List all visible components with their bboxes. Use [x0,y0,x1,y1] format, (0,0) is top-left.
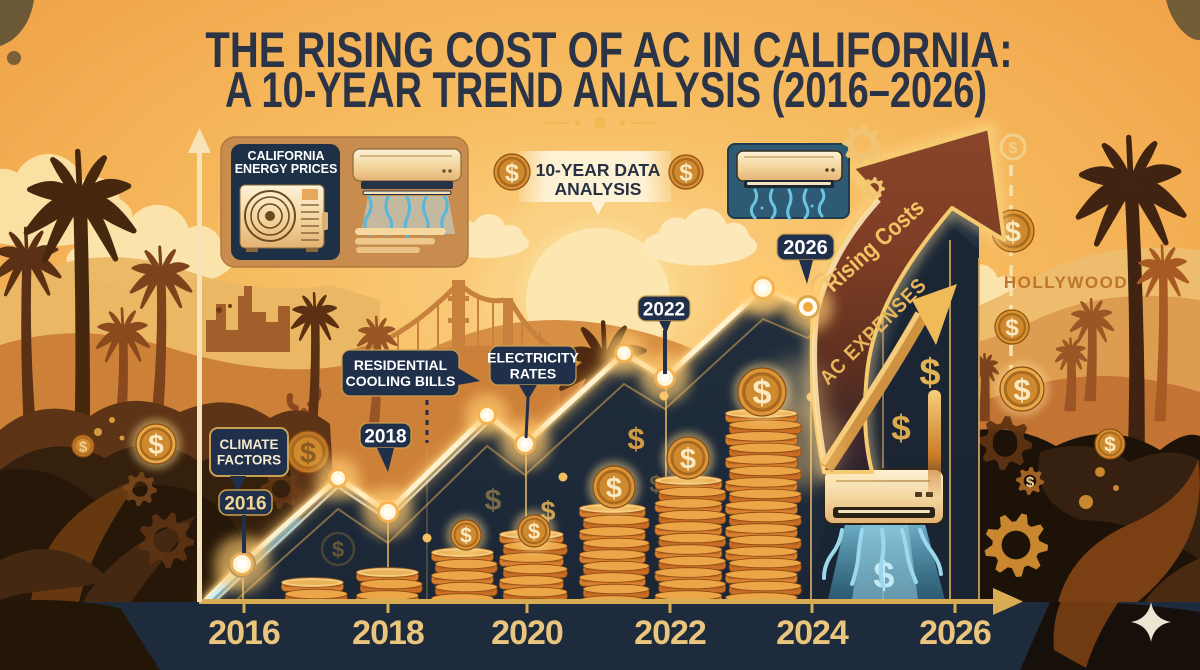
svg-text:10-YEAR DATA: 10-YEAR DATA [536,160,661,180]
svg-text:$: $ [300,438,316,470]
svg-text:$: $ [1026,474,1035,491]
svg-text:$: $ [528,519,540,544]
svg-text:$: $ [460,525,472,548]
svg-text:2020: 2020 [491,614,563,652]
svg-text:$: $ [485,484,502,517]
svg-text:$: $ [679,160,693,187]
svg-text:$: $ [79,439,88,456]
svg-text:COOLING BILLS: COOLING BILLS [346,373,456,389]
svg-text:$: $ [873,555,894,597]
svg-text:2018: 2018 [352,614,424,652]
svg-text:$: $ [148,429,164,460]
svg-text:$: $ [1009,140,1018,157]
svg-text:$: $ [627,421,644,456]
svg-text:RATES: RATES [510,366,556,382]
svg-text:$: $ [606,473,622,505]
svg-text:CALIFORNIA: CALIFORNIA [247,149,324,163]
svg-text:ELECTRICITY: ELECTRICITY [487,350,579,366]
svg-text:$: $ [753,374,772,412]
svg-text:2016: 2016 [208,614,280,652]
svg-text:$: $ [891,409,910,448]
svg-text:2022: 2022 [643,299,685,320]
svg-text:2018: 2018 [364,426,406,447]
svg-text:HOLLYWOOD: HOLLYWOOD [1004,273,1128,292]
svg-text:$: $ [1104,434,1116,457]
svg-text:$: $ [919,352,940,394]
svg-text:$: $ [1013,372,1030,407]
svg-text:2016: 2016 [224,493,266,514]
svg-text:2024: 2024 [776,614,849,652]
svg-text:THE RISING COST OF AC IN CALIF: THE RISING COST OF AC IN CALIFORNIA: [205,22,1012,78]
svg-text:2022: 2022 [634,614,706,652]
svg-text:FACTORS: FACTORS [217,453,281,468]
svg-text:$: $ [1005,315,1019,342]
svg-text:CLIMATE: CLIMATE [220,437,279,452]
svg-text:ENERGY PRICES: ENERGY PRICES [235,162,338,176]
svg-text:RESIDENTIAL: RESIDENTIAL [354,357,448,373]
svg-text:$: $ [332,537,344,562]
svg-text:ANALYSIS: ANALYSIS [555,179,642,199]
svg-text:$: $ [505,159,519,187]
svg-text:2026: 2026 [919,614,991,652]
svg-text:$: $ [680,444,696,476]
svg-text:2026: 2026 [783,237,828,259]
svg-text:A 10-YEAR TREND ANALYSIS (2016: A 10-YEAR TREND ANALYSIS (2016–2026) [225,63,987,118]
